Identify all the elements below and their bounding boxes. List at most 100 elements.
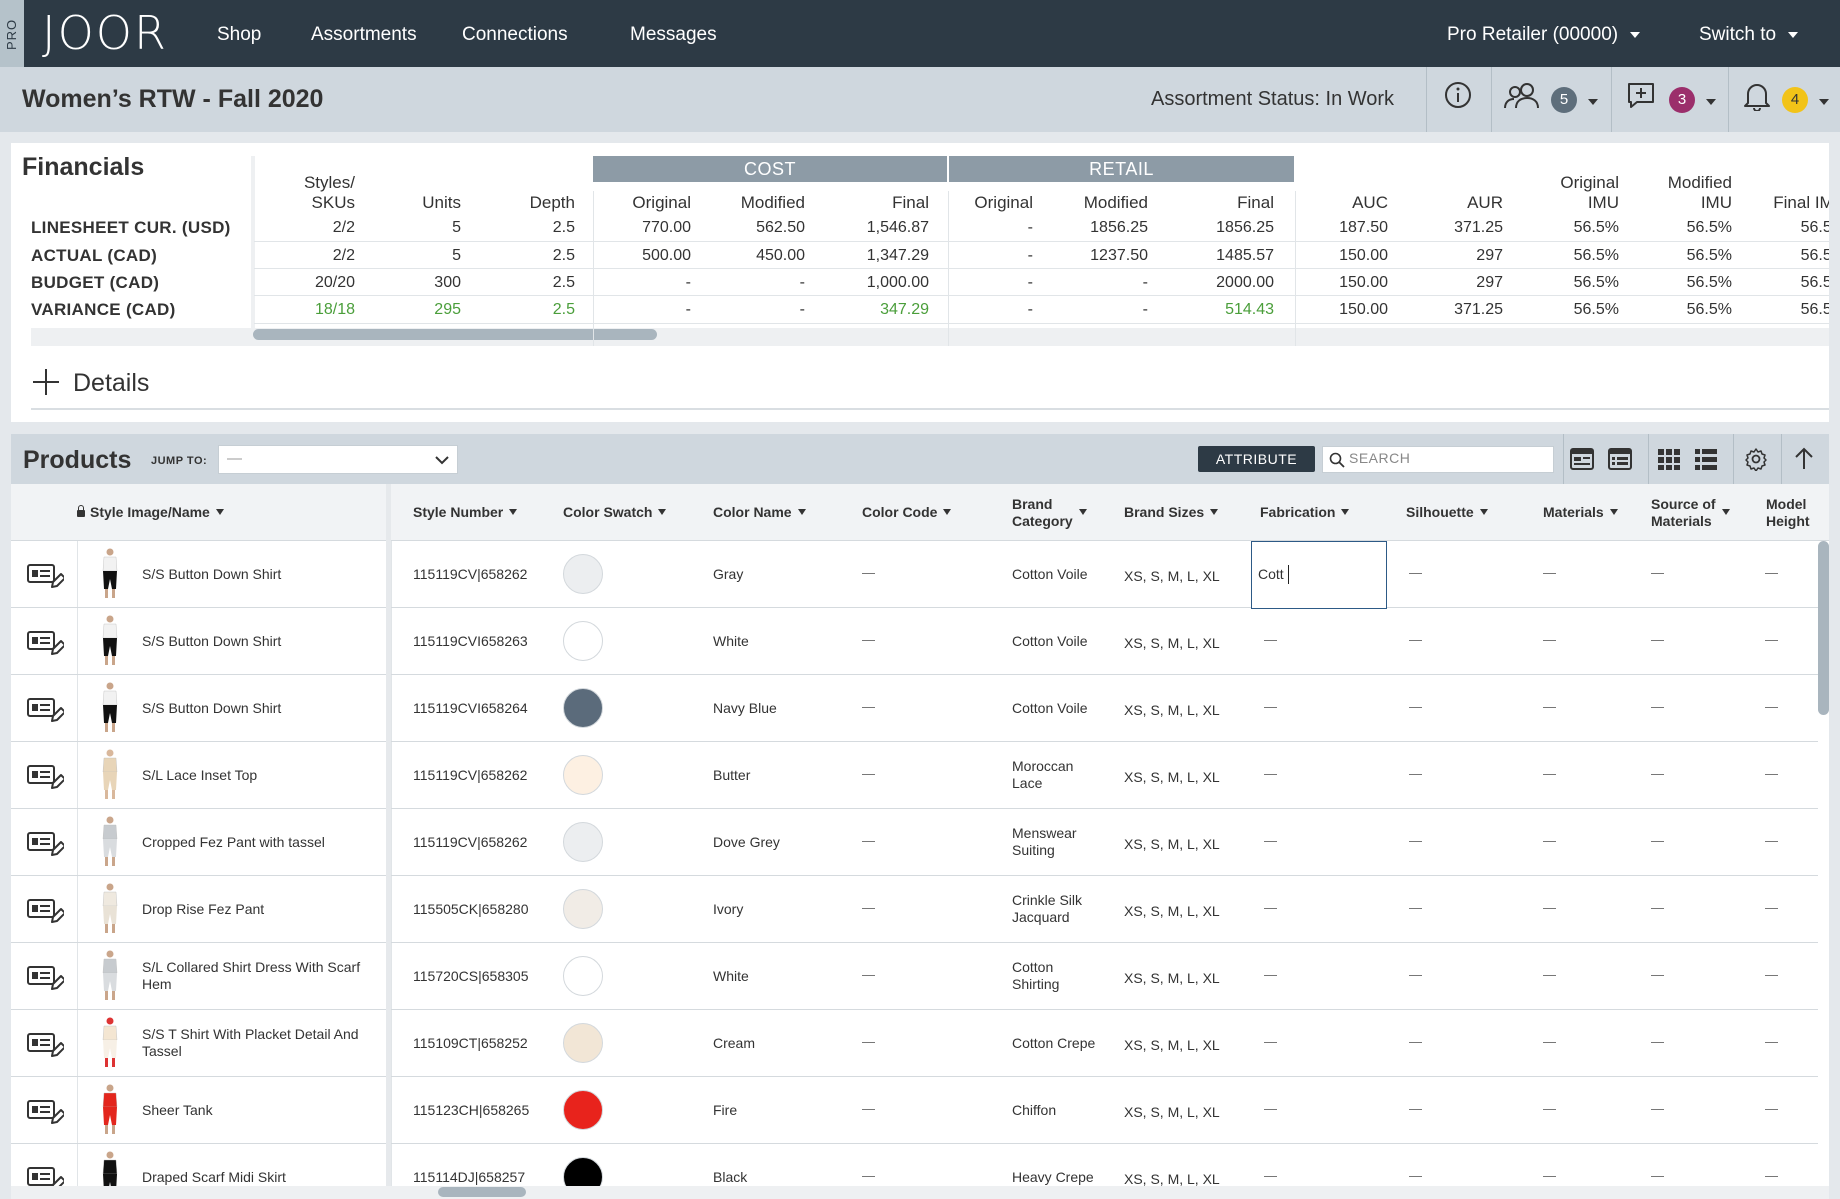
style-name[interactable]: S/S Button Down Shirt <box>142 632 282 649</box>
empty-value[interactable] <box>1765 774 1778 775</box>
empty-value[interactable] <box>1651 1042 1664 1043</box>
empty-value[interactable] <box>1264 707 1277 708</box>
style-image[interactable] <box>93 748 127 802</box>
empty-value[interactable] <box>1264 1176 1277 1177</box>
empty-value[interactable] <box>1651 1109 1664 1110</box>
filter-icon[interactable] <box>1078 508 1087 515</box>
table-row[interactable]: S/L Lace Inset Top 115119CV|658262 Butter M… <box>11 742 1818 809</box>
style-image[interactable] <box>93 614 127 668</box>
style-name[interactable]: Sheer Tank <box>142 1101 213 1118</box>
style-image[interactable] <box>93 1016 127 1070</box>
table-row[interactable]: S/S Button Down Shirt 115119CVI658264 Navy… <box>11 675 1818 742</box>
column-header[interactable]: Materials <box>1543 484 1618 541</box>
chevron-down-icon[interactable] <box>1588 99 1598 105</box>
edit-style-icon[interactable] <box>26 1030 66 1065</box>
empty-value[interactable] <box>1765 975 1778 976</box>
empty-value[interactable] <box>1765 707 1778 708</box>
empty-value[interactable] <box>1765 1109 1778 1110</box>
empty-value[interactable] <box>1651 975 1664 976</box>
filter-icon[interactable] <box>797 508 806 515</box>
empty-value[interactable] <box>1765 908 1778 909</box>
table-row[interactable]: S/L Collared Shirt Dress With Scarf Hem 11… <box>11 943 1818 1010</box>
table-row[interactable]: Sheer Tank 115123CH|658265 Fire Chiffon XS, … <box>11 1077 1818 1144</box>
horizontal-scrollbar-thumb[interactable] <box>253 329 657 340</box>
attribute-button[interactable]: ATTRIBUTE <box>1198 446 1315 472</box>
edit-style-icon[interactable] <box>26 963 66 998</box>
filter-icon[interactable] <box>1609 508 1618 515</box>
table-row[interactable]: Cropped Fez Pant with tassel 115119CV|658… <box>11 809 1818 876</box>
empty-value[interactable] <box>1264 841 1277 842</box>
empty-value[interactable] <box>1765 1042 1778 1043</box>
bell-icon[interactable] <box>1743 81 1771 116</box>
column-header[interactable]: Style Number <box>413 484 518 541</box>
style-name[interactable]: S/S Button Down Shirt <box>142 565 282 582</box>
empty-value[interactable] <box>1765 640 1778 641</box>
empty-value[interactable] <box>1543 774 1556 775</box>
card-view-icon[interactable] <box>1570 447 1594 476</box>
empty-value[interactable] <box>1651 841 1664 842</box>
nav-assortments[interactable]: Assortments <box>311 24 417 45</box>
style-image[interactable] <box>93 681 127 735</box>
empty-value[interactable] <box>1264 1109 1277 1110</box>
style-name[interactable]: S/L Lace Inset Top <box>142 766 258 783</box>
empty-value[interactable] <box>1264 908 1277 909</box>
empty-value[interactable] <box>1543 975 1556 976</box>
jump-to-select[interactable]: — <box>218 445 458 474</box>
style-image[interactable] <box>93 815 127 869</box>
empty-value[interactable] <box>1264 640 1277 641</box>
info-icon[interactable] <box>1444 81 1472 114</box>
empty-value[interactable] <box>1651 707 1664 708</box>
joor-logo[interactable]: JOOR <box>42 6 168 60</box>
empty-value[interactable] <box>1765 573 1778 574</box>
search-box[interactable] <box>1322 446 1554 473</box>
filter-icon[interactable] <box>509 508 518 515</box>
empty-value[interactable] <box>1264 774 1277 775</box>
detail-view-icon[interactable] <box>1608 447 1632 476</box>
empty-value[interactable] <box>1651 908 1664 909</box>
empty-value[interactable] <box>1409 841 1422 842</box>
column-header[interactable]: Brand Sizes <box>1124 484 1219 541</box>
empty-value[interactable] <box>1543 1109 1556 1110</box>
nav-connections[interactable]: Connections <box>462 24 568 45</box>
empty-value[interactable] <box>1409 1109 1422 1110</box>
empty-value[interactable] <box>1264 1042 1277 1043</box>
filter-icon[interactable] <box>658 508 667 515</box>
empty-value[interactable] <box>1409 573 1422 574</box>
empty-value[interactable] <box>1409 1176 1422 1177</box>
search-input[interactable] <box>1349 450 1549 466</box>
comment-icon[interactable] <box>1626 81 1656 116</box>
style-name[interactable]: S/L Collared Shirt Dress With Scarf Hem <box>142 959 361 992</box>
empty-value[interactable] <box>1409 774 1422 775</box>
filter-icon[interactable] <box>215 508 224 515</box>
empty-value[interactable] <box>1409 707 1422 708</box>
chevron-down-icon[interactable] <box>1819 99 1829 105</box>
style-image[interactable] <box>93 882 127 936</box>
filter-icon[interactable] <box>943 508 952 515</box>
switch-to-menu[interactable]: Switch to <box>1699 24 1799 46</box>
column-header[interactable]: Model Height <box>1766 484 1810 541</box>
filter-icon[interactable] <box>1721 508 1730 515</box>
column-header[interactable]: Color Name <box>713 484 806 541</box>
empty-value[interactable] <box>1765 1176 1778 1177</box>
chevron-down-icon[interactable] <box>1706 99 1716 105</box>
style-name[interactable]: Drop Rise Fez Pant <box>142 900 265 917</box>
empty-value[interactable] <box>1409 908 1422 909</box>
nav-messages[interactable]: Messages <box>630 24 717 45</box>
table-row[interactable]: S/S Button Down Shirt 115119CV|658262 Gray… <box>11 541 1818 608</box>
column-header[interactable]: Source of Materials <box>1651 484 1730 541</box>
empty-value[interactable] <box>1543 707 1556 708</box>
filter-icon[interactable] <box>1479 508 1488 515</box>
arrow-up-icon[interactable] <box>1793 447 1815 476</box>
column-header[interactable]: Silhouette <box>1406 484 1488 541</box>
list-view-icon[interactable] <box>1694 447 1718 476</box>
style-name[interactable]: S/S T Shirt With Placket Detail And Tasse… <box>142 1026 359 1059</box>
style-image[interactable] <box>93 547 127 601</box>
style-image[interactable] <box>93 949 127 1003</box>
empty-value[interactable] <box>1543 908 1556 909</box>
users-icon[interactable] <box>1503 81 1543 116</box>
empty-value[interactable] <box>1543 573 1556 574</box>
vertical-scrollbar-thumb[interactable] <box>1818 541 1829 715</box>
empty-value[interactable] <box>1264 975 1277 976</box>
edit-style-icon[interactable] <box>26 561 66 596</box>
column-header[interactable]: Style Image/Name <box>77 484 224 541</box>
